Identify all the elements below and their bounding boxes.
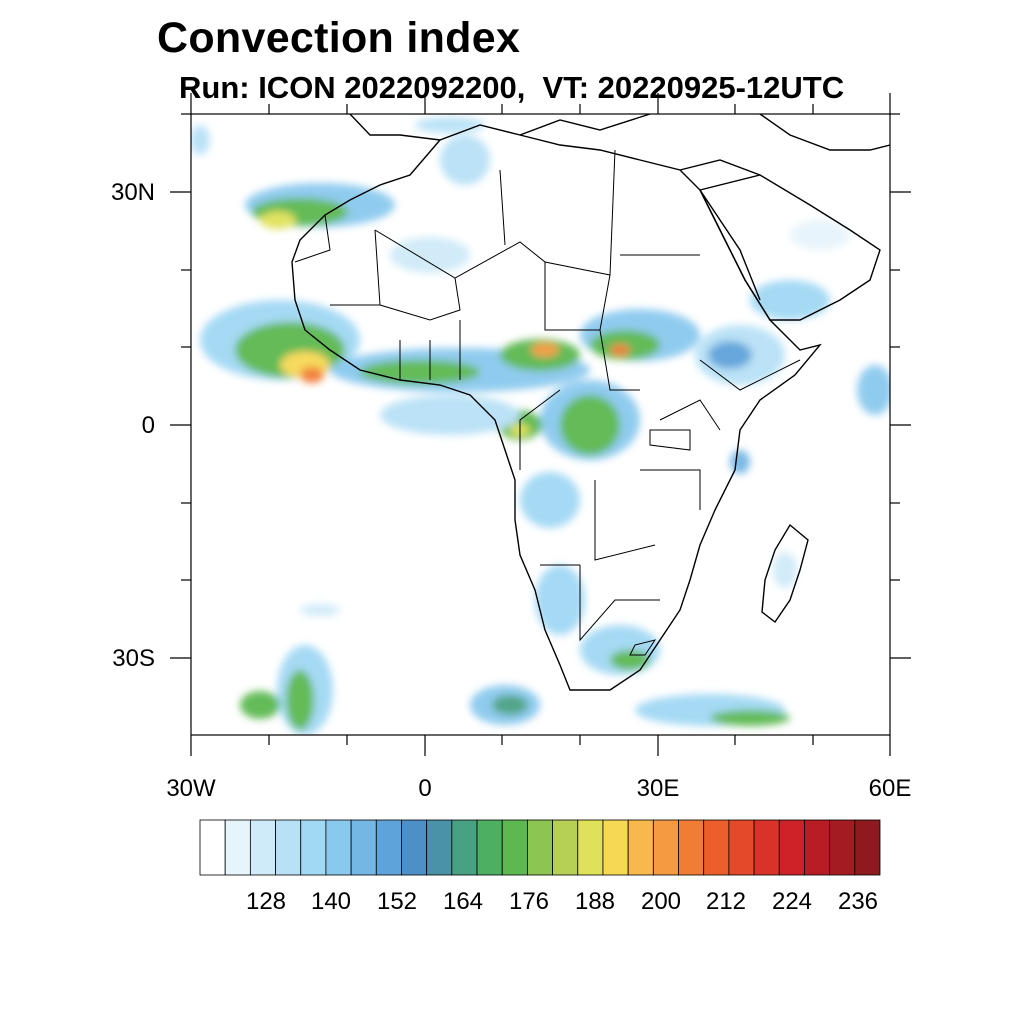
lon-label-30w: 30W — [166, 775, 216, 802]
coastlines — [291, 114, 890, 691]
colorbar-box — [426, 819, 453, 876]
colorbar-label: 236 — [837, 888, 879, 915]
colorbar-box — [275, 819, 302, 876]
colorbar-box — [249, 819, 276, 876]
colorbar-label: 188 — [574, 888, 616, 915]
lon-label-30e: 30E — [636, 775, 680, 802]
lat-label-30n: 30N — [110, 179, 155, 206]
colorbar-box — [804, 819, 831, 876]
lon-ticks — [190, 93, 891, 756]
lon-label-0: 0 — [418, 775, 432, 802]
map-title: Convection index — [157, 14, 521, 62]
colorbar-box — [627, 819, 654, 876]
convection-field — [191, 117, 890, 735]
colorbar-box — [476, 819, 503, 876]
colorbar-box — [451, 819, 478, 876]
colorbar-box — [501, 819, 528, 876]
colorbar-box — [778, 819, 805, 876]
country-borders — [294, 149, 801, 656]
colorbar-label: 128 — [245, 888, 287, 915]
lat-ticks — [170, 113, 911, 659]
colorbar-label: 164 — [442, 888, 484, 915]
lon-label-60e: 60E — [868, 775, 912, 802]
colorbar-box — [854, 819, 881, 876]
colorbar-box — [829, 819, 856, 876]
colorbar-box — [552, 819, 579, 876]
colorbar-label: 200 — [640, 888, 682, 915]
colorbar — [199, 819, 881, 876]
colorbar-label: 140 — [310, 888, 352, 915]
colorbar-label: 176 — [508, 888, 550, 915]
colorbar-label: 224 — [771, 888, 813, 915]
colorbar-box — [527, 819, 553, 876]
colorbar-box — [678, 819, 705, 876]
colorbar-box — [652, 819, 679, 876]
colorbar-box — [300, 819, 327, 876]
colorbar-label: 152 — [376, 888, 418, 915]
colorbar-label: 212 — [705, 888, 747, 915]
colorbar-box — [401, 819, 428, 876]
colorbar-box — [199, 819, 226, 876]
colorbar-box — [577, 819, 604, 876]
colorbar-box — [703, 819, 730, 876]
map-subtitle: Run: ICON 2022092200, VT: 20220925-12UTC — [179, 70, 845, 105]
colorbar-box — [325, 819, 352, 876]
colorbar-box — [753, 819, 780, 876]
colorbar-box — [602, 819, 629, 876]
colorbar-box — [728, 819, 755, 876]
colorbar-box — [224, 819, 251, 876]
colorbar-box — [350, 819, 377, 876]
colorbar-box — [375, 819, 402, 876]
lat-label-0: 0 — [141, 412, 155, 439]
lat-label-30s: 30S — [112, 645, 155, 672]
